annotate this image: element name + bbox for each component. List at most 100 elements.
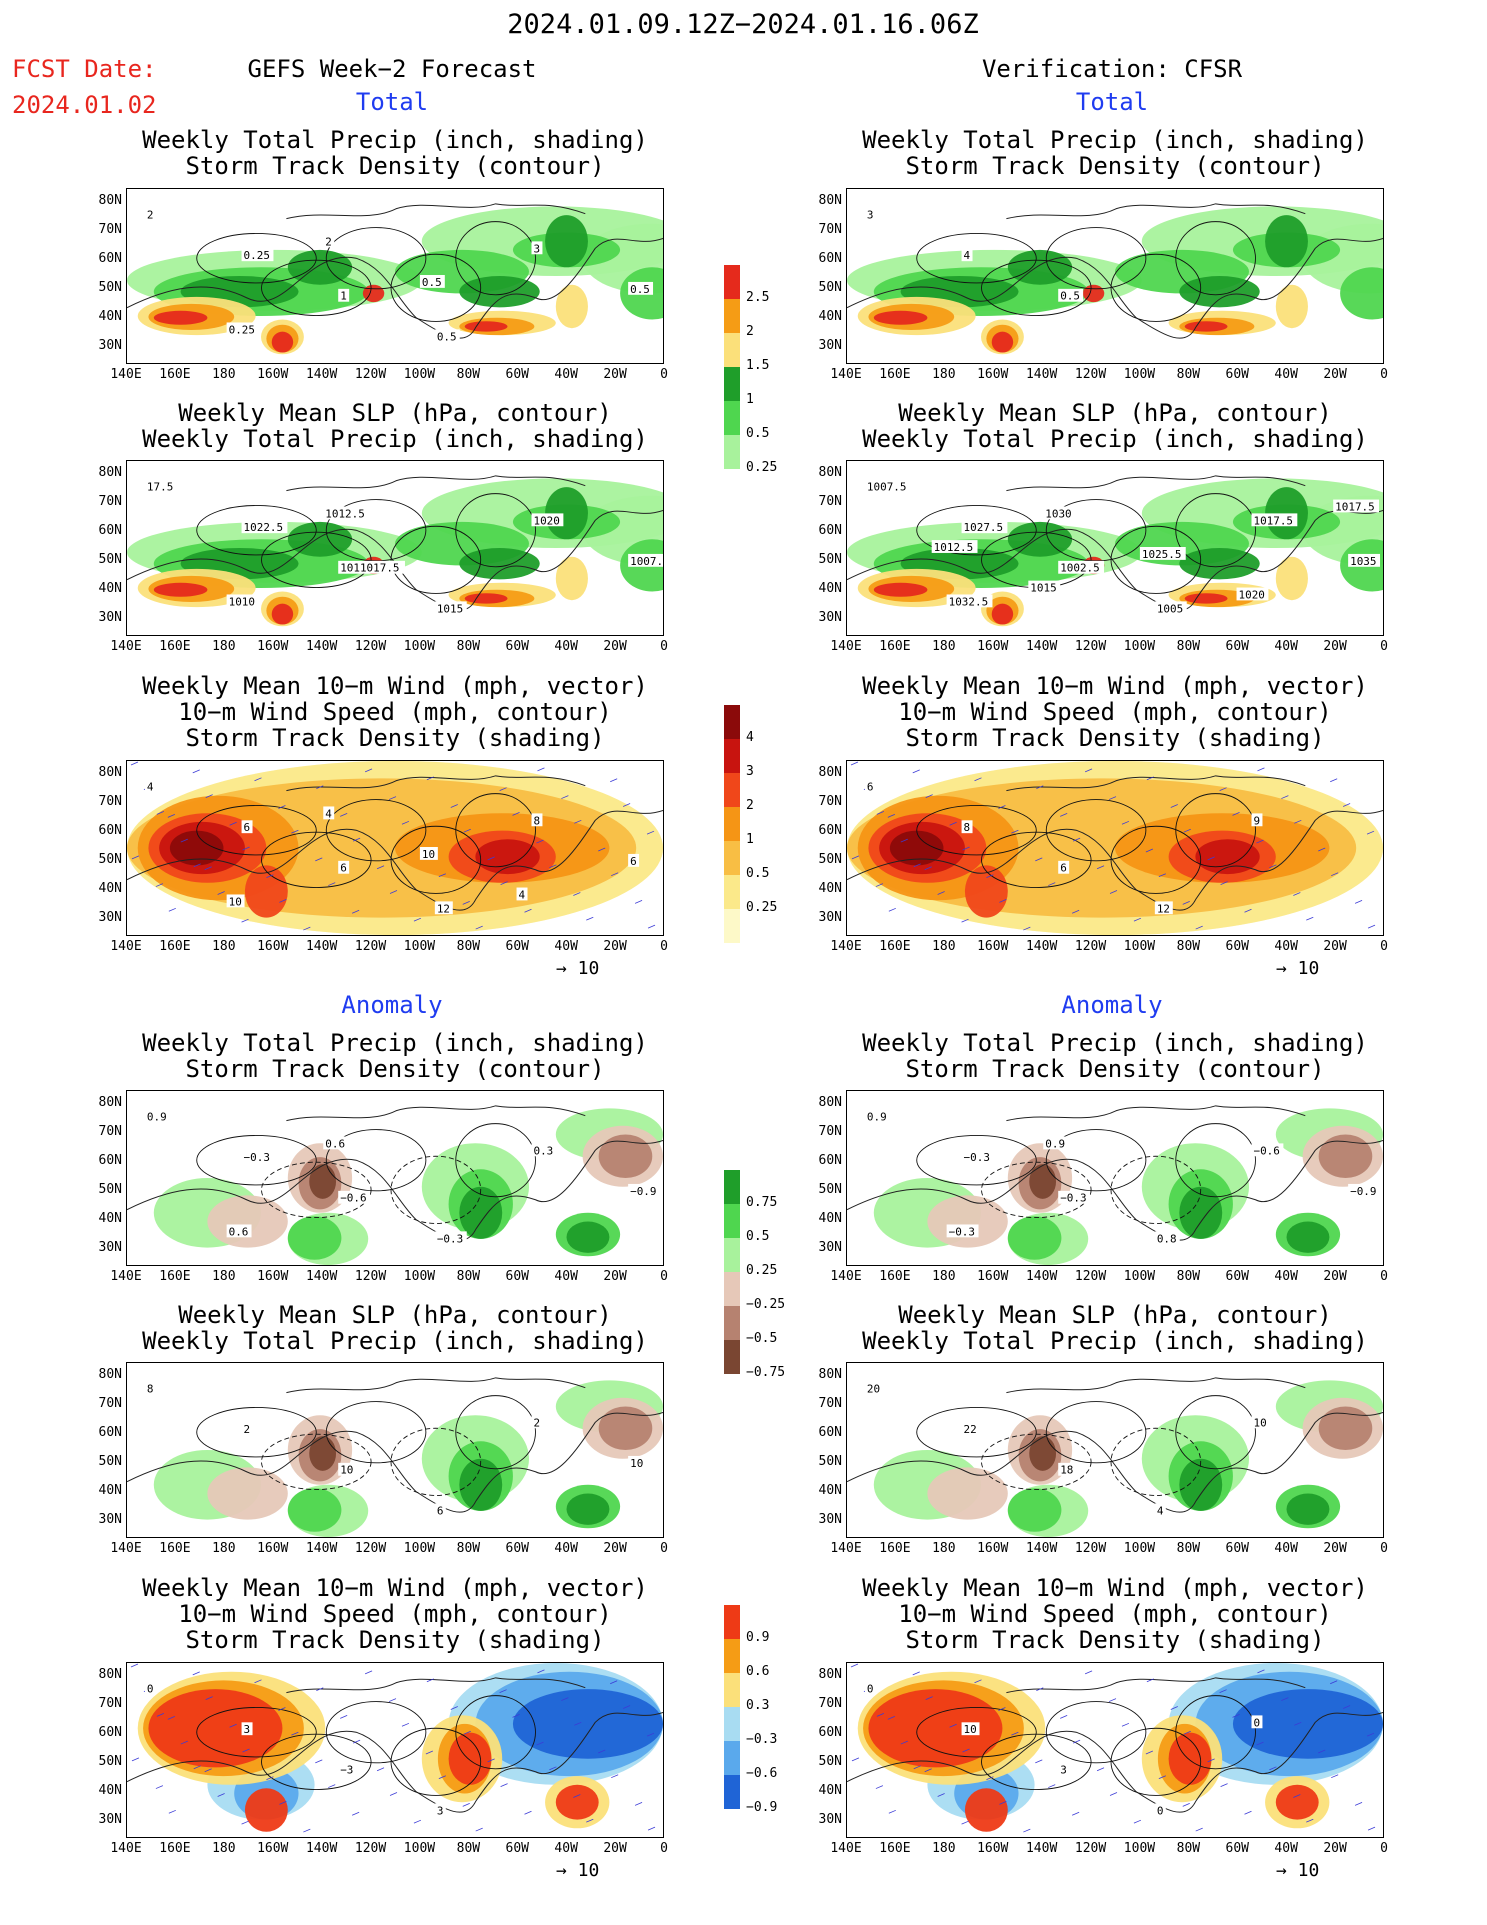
p6r-wind-vector (1257, 1669, 1265, 1674)
p6-contour-label-bg (144, 1681, 156, 1695)
p5-lon-tick: 120W (354, 1541, 387, 1556)
p6r-lat-tick: 80N (818, 1667, 842, 1682)
p6r-wind-vector (1366, 1732, 1375, 1737)
p3r-lon-tick: 120W (1074, 939, 1107, 954)
p3-contour-label: 12 (437, 902, 450, 915)
p6r-lon-tick: 100W (1123, 1841, 1156, 1856)
p4r-shading-1-0 (1007, 1216, 1062, 1260)
p6r-contour-label-bg (961, 1722, 980, 1736)
p3-wind-vector (242, 846, 250, 851)
track_total-swatch (724, 705, 740, 739)
p4-shading-3-0 (207, 1195, 288, 1248)
p3-wind-vector (316, 785, 324, 790)
p1r-lat-tick: 80N (818, 193, 842, 208)
p6-wind-vector (646, 1732, 655, 1737)
p6r-contour-label-bg (1251, 1715, 1263, 1729)
p6r-contour-1 (981, 1733, 1092, 1790)
p1-shading-3-3 (555, 284, 588, 329)
p3-contour-label-bg (323, 806, 335, 820)
p2r-arctic-coastline (1006, 475, 1306, 492)
p6r-wind-vector (1060, 1715, 1068, 1719)
p2r-title-line-2: Weekly Total Precip (inch, shading) (862, 425, 1368, 453)
p1r-shading-3-3 (1275, 284, 1308, 329)
p6r-wind-vector (1158, 1775, 1166, 1780)
p2-lon-tick: 60W (505, 639, 530, 654)
p2r-lon-tick: 60W (1225, 639, 1250, 654)
p3-contour-label-bg (628, 853, 640, 867)
p4r-contour-2 (1045, 1129, 1147, 1192)
p6r-wind-vector (924, 1768, 932, 1773)
p3r-lat-tick: 40N (818, 881, 842, 896)
p3r-wind-vector (1331, 872, 1339, 877)
p5r-contour-label: 4 (1157, 1504, 1164, 1517)
p5-shading-1-0 (287, 1488, 342, 1532)
precip_total-swatch (724, 333, 740, 367)
precip_total-label: 2.5 (746, 290, 770, 305)
p3r-wind-vector (1207, 856, 1215, 861)
p5-lat-tick: 30N (98, 1512, 122, 1527)
p2r-contour-label-bg (1251, 513, 1298, 527)
p1r-contour-label: 4 (964, 249, 971, 262)
p3r-lon-tick: 140E (830, 939, 862, 954)
p6r-wind-vector (1035, 1759, 1043, 1764)
p1-map-panel: 2 0.25 1 0.5 3 0.5 0.25 2 0.5 (126, 188, 664, 364)
p3r-wind-vector (887, 814, 895, 818)
p2-arctic-coastline (286, 475, 586, 492)
p3r-lon-tick: 140W (1025, 939, 1058, 954)
p3-wind-vector (130, 761, 139, 766)
p6-wind-vector (204, 1768, 212, 1773)
p3r-wind-vector (913, 863, 921, 868)
p4r-arctic-coastline (1006, 1105, 1306, 1122)
p3r-wind-vector (999, 899, 1007, 903)
p6r-wind-vector (974, 1679, 982, 1684)
p2-lat-tick: 80N (98, 465, 122, 480)
p5-shading-2-1 (566, 1493, 610, 1525)
p4r-shading-4-1 (1318, 1134, 1373, 1178)
p2-lon-tick: 0 (660, 639, 668, 654)
p5-contour-label-bg (628, 1455, 647, 1469)
p6r-lon-tick: 40W (1274, 1841, 1298, 1856)
p3-wind-vector (156, 811, 165, 815)
p6-lat-tick: 50N (98, 1754, 122, 1769)
p4r-contour-label: −0.3 (949, 1225, 975, 1238)
p4-contour-label: 0.3 (533, 1144, 553, 1157)
p2-contour-3 (390, 525, 482, 594)
p4-contour-label: 0.6 (229, 1225, 249, 1238)
p3r-wind-vector (1158, 873, 1166, 878)
wind_anom-swatch (724, 1673, 740, 1707)
p1r-lon-tick: 100W (1123, 367, 1156, 382)
p6-wind-vector (278, 1707, 286, 1711)
p4r-contour-0 (916, 1135, 1037, 1186)
p3-wind-vector (167, 814, 175, 818)
precip_total-label: 0.5 (746, 426, 770, 441)
p5-contour-label: 6 (437, 1504, 444, 1517)
p3-wind-vector (475, 925, 483, 930)
p6-wind-vector (462, 1803, 470, 1807)
p3-wind-vector (499, 787, 507, 792)
p6r-wind-vector (875, 1785, 884, 1789)
p6r-contour-label-bg (1154, 1803, 1166, 1817)
p3-wind-vector (537, 767, 545, 772)
p3r-contour-label-bg (864, 779, 876, 793)
p6r-wind-vector (913, 1765, 921, 1770)
p6r-lat-tick: 50N (818, 1754, 842, 1769)
p1r-lon-tick: 160W (977, 367, 1009, 382)
p3-contour-label: 4 (519, 888, 526, 901)
p1r-lon-tick: 180 (932, 367, 956, 382)
p1-shading-5-2 (464, 321, 508, 332)
p3-wind-vector (598, 847, 606, 852)
p6r-wind-vector (1293, 1794, 1301, 1798)
p2-coastline (127, 509, 663, 611)
p6r-wind-vector (986, 1776, 994, 1781)
p1-title-line-2: Storm Track Density (contour) (185, 152, 605, 180)
p6-wind-vector (376, 1767, 385, 1772)
p4-shading-5-0 (309, 1164, 337, 1199)
p3r-wind-vector (1354, 900, 1363, 904)
p3r-wind-vector (1318, 847, 1326, 852)
p3r-wind-vector (1244, 908, 1252, 913)
p4-contour-0 (196, 1135, 317, 1186)
p3r-contour-label: 6 (1060, 862, 1067, 875)
p1-contour-label-bg (144, 207, 156, 221)
p6r-wind-vector (1096, 1767, 1105, 1772)
p3r-wind-vector (851, 855, 860, 860)
